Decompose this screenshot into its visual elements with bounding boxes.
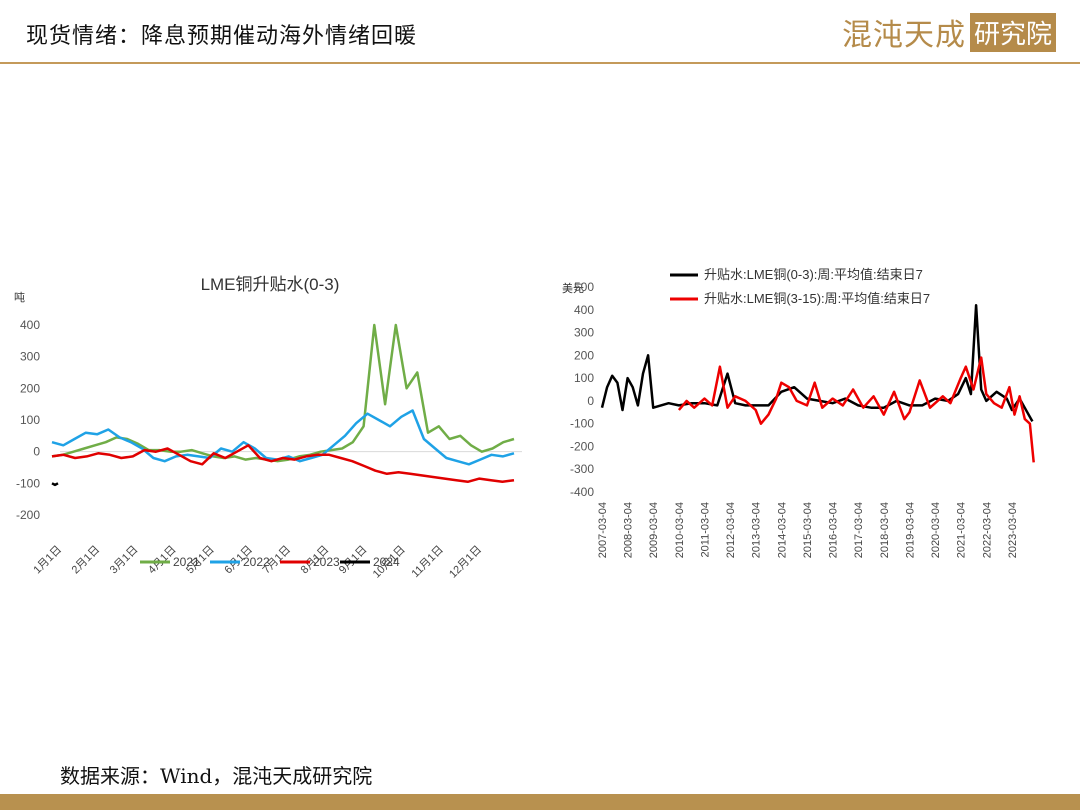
x-tick-label: 2019-03-04 bbox=[904, 502, 916, 558]
logo-text: 混沌天成 bbox=[841, 18, 966, 53]
x-tick-label: 2023-03-04 bbox=[1007, 502, 1019, 558]
x-tick-label: 3月1日 bbox=[108, 544, 141, 577]
x-tick-label: 11月1日 bbox=[409, 544, 445, 580]
y-tick-label: -200 bbox=[16, 508, 40, 522]
x-tick-label: 2010-03-04 bbox=[674, 502, 686, 558]
y-axis-unit: 吨 bbox=[14, 291, 25, 304]
x-tick-label: 1月1日 bbox=[31, 544, 64, 577]
series-line-2022 bbox=[51, 409, 515, 466]
x-tick-label: 2月1日 bbox=[70, 544, 103, 577]
series-line-2021 bbox=[51, 323, 515, 463]
x-tick-label: 9月1日 bbox=[337, 544, 370, 577]
y-axis-unit: 美元 bbox=[562, 282, 584, 295]
x-tick-label: 2016-03-04 bbox=[828, 502, 840, 558]
y-tick-label: 0 bbox=[33, 445, 40, 459]
series-line-2023 bbox=[51, 444, 515, 484]
legend-label: 升贴水:LME铜(3-15):周:平均值:结束日7 bbox=[704, 291, 930, 306]
x-tick-label: 2022-03-04 bbox=[981, 502, 993, 558]
logo-box: 研究院 bbox=[969, 12, 1056, 52]
legend-label: 2021 bbox=[173, 555, 200, 569]
legend-label: 升贴水:LME铜(0-3):周:平均值:结束日7 bbox=[704, 267, 923, 282]
x-tick-label: 2011-03-04 bbox=[699, 502, 711, 557]
y-tick-label: 100 bbox=[574, 371, 594, 385]
y-tick-label: 300 bbox=[20, 350, 40, 364]
y-tick-label: 200 bbox=[574, 348, 594, 362]
x-tick-label: 2018-03-04 bbox=[879, 502, 891, 558]
y-tick-label: 100 bbox=[20, 413, 40, 427]
x-tick-label: 2015-03-04 bbox=[802, 502, 814, 558]
x-tick-label: 2014-03-04 bbox=[776, 502, 788, 558]
series-line-0-3 bbox=[600, 303, 1034, 423]
x-tick-label: 2017-03-04 bbox=[853, 502, 865, 558]
chart-title: LME铜升贴水(0-3) bbox=[201, 275, 340, 294]
data-source: 数据来源：Wind，混沌天成研究院 bbox=[60, 764, 373, 788]
footer-bar bbox=[0, 794, 1080, 810]
y-tick-label: 400 bbox=[574, 303, 594, 317]
x-tick-label: 2007-03-04 bbox=[597, 502, 609, 558]
y-tick-label: 400 bbox=[20, 318, 40, 332]
x-tick-label: 2013-03-04 bbox=[751, 502, 763, 558]
x-tick-label: 12月1日 bbox=[447, 544, 484, 581]
page-title: 现货情绪：降息预期催动海外情绪回暖 bbox=[26, 24, 418, 49]
y-tick-label: 200 bbox=[20, 381, 40, 395]
y-tick-label: 0 bbox=[587, 394, 594, 408]
legend-label: 2024 bbox=[373, 555, 400, 569]
legend-label: 2022 bbox=[243, 555, 270, 569]
x-tick-label: 2020-03-04 bbox=[930, 502, 942, 558]
x-tick-label: 2008-03-04 bbox=[623, 502, 635, 558]
y-tick-label: 300 bbox=[574, 326, 594, 340]
x-tick-label: 2021-03-04 bbox=[956, 502, 968, 558]
y-tick-label: 500 bbox=[574, 280, 594, 294]
x-tick-label: 2012-03-04 bbox=[725, 502, 737, 558]
series-line-3-15 bbox=[677, 356, 1035, 463]
legend-label: 2023 bbox=[313, 555, 340, 569]
header-divider bbox=[0, 62, 1080, 64]
x-tick-label: 2009-03-04 bbox=[648, 502, 660, 558]
series-line-2024 bbox=[51, 482, 59, 487]
y-tick-label: -100 bbox=[16, 476, 40, 490]
company-logo: 混沌天成 研究院 bbox=[841, 12, 1056, 53]
chart-lme-spread-seasonal: LME铜升贴水(0-3) 吨 400 300 200 100 0 -100 -200 1月1日 2月… bbox=[14, 275, 522, 581]
y-tick-label: -100 bbox=[570, 417, 594, 431]
y-tick-label: -400 bbox=[570, 485, 594, 499]
y-tick-label: -200 bbox=[570, 439, 594, 453]
y-tick-label: -300 bbox=[570, 462, 594, 476]
